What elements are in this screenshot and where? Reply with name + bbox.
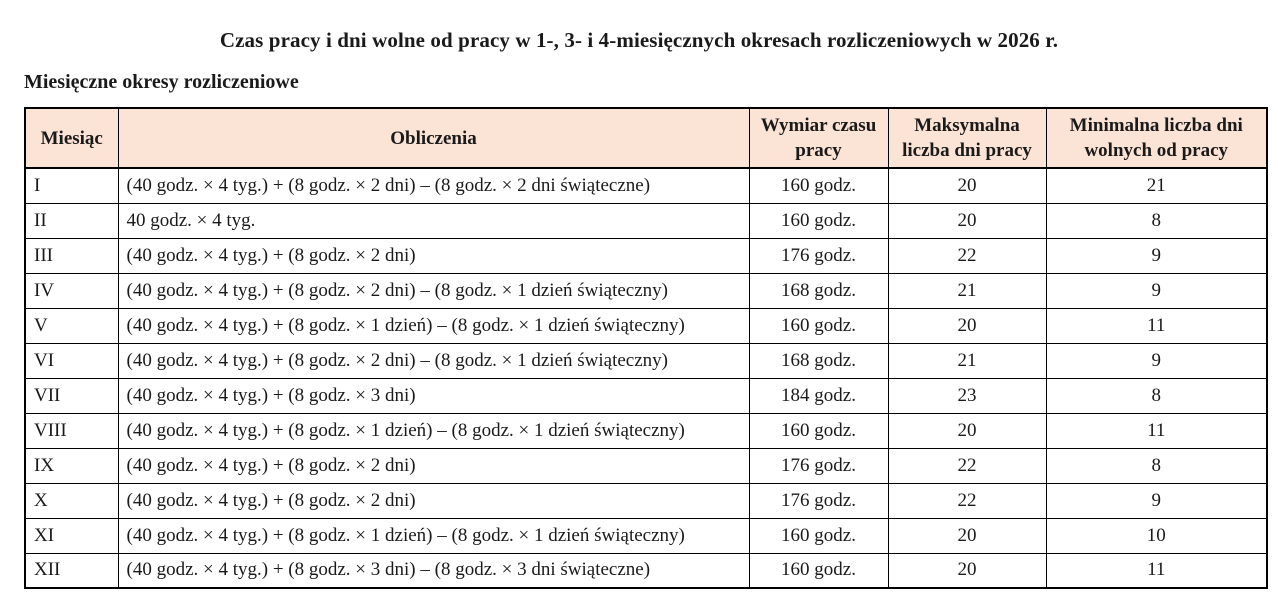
cell-max-work-days: 22 [887,482,1047,519]
cell-working-time: 184 godz. [748,377,889,414]
table-row: V (40 godz. × 4 tyg.) + (8 godz. × 1 dzi… [24,307,1268,344]
cell-max-work-days: 23 [887,377,1047,414]
cell-max-work-days: 20 [887,167,1047,204]
cell-month: VI [24,342,119,379]
cell-min-free-days: 8 [1045,447,1268,484]
cell-working-time: 176 godz. [748,237,889,274]
table-header-row: Miesiąc Obliczenia Wymiar czasu pracy Ma… [24,107,1268,170]
cell-calculation: 40 godz. × 4 tyg. [117,202,750,239]
cell-min-free-days: 21 [1045,167,1268,204]
cell-max-work-days: 20 [887,202,1047,239]
cell-min-free-days: 11 [1045,412,1268,449]
cell-working-time: 160 godz. [748,517,889,554]
column-header-max-work-days: Maksymalna liczba dni pracy [887,107,1047,170]
monthly-periods-table: Miesiąc Obliczenia Wymiar czasu pracy Ma… [24,107,1268,590]
cell-month: XII [24,552,119,589]
cell-working-time: 176 godz. [748,447,889,484]
cell-min-free-days: 11 [1045,552,1268,589]
column-header-min-free-days: Minimalna liczba dni wolnych od pracy [1045,107,1268,170]
table-row: III (40 godz. × 4 tyg.) + (8 godz. × 2 d… [24,237,1268,274]
table-row: II 40 godz. × 4 tyg. 160 godz. 20 8 [24,202,1268,239]
column-header-working-time: Wymiar czasu pracy [748,107,889,170]
cell-month: I [24,167,119,204]
cell-calculation: (40 godz. × 4 tyg.) + (8 godz. × 1 dzień… [117,307,750,344]
cell-month: X [24,482,119,519]
cell-min-free-days: 10 [1045,517,1268,554]
cell-month: XI [24,517,119,554]
table-row: IV (40 godz. × 4 tyg.) + (8 godz. × 2 dn… [24,272,1268,309]
cell-calculation: (40 godz. × 4 tyg.) + (8 godz. × 2 dni) … [117,167,750,204]
cell-max-work-days: 21 [887,272,1047,309]
section-heading: Miesięczne okresy rozliczeniowe [24,71,299,93]
cell-min-free-days: 9 [1045,237,1268,274]
cell-calculation: (40 godz. × 4 tyg.) + (8 godz. × 2 dni) [117,482,750,519]
cell-working-time: 160 godz. [748,552,889,589]
cell-working-time: 160 godz. [748,307,889,344]
cell-max-work-days: 20 [887,412,1047,449]
page-title: Czas pracy i dni wolne od pracy w 1-, 3-… [219,28,1059,52]
cell-working-time: 168 godz. [748,342,889,379]
column-header-month: Miesiąc [24,107,119,170]
cell-month: IX [24,447,119,484]
cell-calculation: (40 godz. × 4 tyg.) + (8 godz. × 2 dni) [117,237,750,274]
cell-calculation: (40 godz. × 4 tyg.) + (8 godz. × 2 dni) … [117,272,750,309]
table-header: Miesiąc Obliczenia Wymiar czasu pracy Ma… [24,107,1268,170]
cell-calculation: (40 godz. × 4 tyg.) + (8 godz. × 3 dni) … [117,552,750,589]
cell-max-work-days: 22 [887,237,1047,274]
cell-working-time: 160 godz. [748,202,889,239]
table-row: X (40 godz. × 4 tyg.) + (8 godz. × 2 dni… [24,482,1268,519]
cell-calculation: (40 godz. × 4 tyg.) + (8 godz. × 2 dni) [117,447,750,484]
cell-working-time: 176 godz. [748,482,889,519]
cell-min-free-days: 9 [1045,342,1268,379]
cell-min-free-days: 8 [1045,202,1268,239]
table-row: XI (40 godz. × 4 tyg.) + (8 godz. × 1 dz… [24,517,1268,554]
cell-month: II [24,202,119,239]
cell-calculation: (40 godz. × 4 tyg.) + (8 godz. × 1 dzień… [117,517,750,554]
table-row: IX (40 godz. × 4 tyg.) + (8 godz. × 2 dn… [24,447,1268,484]
cell-min-free-days: 11 [1045,307,1268,344]
cell-max-work-days: 20 [887,517,1047,554]
table-row: VI (40 godz. × 4 tyg.) + (8 godz. × 2 dn… [24,342,1268,379]
cell-working-time: 168 godz. [748,272,889,309]
cell-working-time: 160 godz. [748,167,889,204]
cell-min-free-days: 9 [1045,482,1268,519]
cell-max-work-days: 20 [887,552,1047,589]
cell-calculation: (40 godz. × 4 tyg.) + (8 godz. × 1 dzień… [117,412,750,449]
cell-min-free-days: 8 [1045,377,1268,414]
column-header-calculations: Obliczenia [117,107,750,170]
cell-calculation: (40 godz. × 4 tyg.) + (8 godz. × 2 dni) … [117,342,750,379]
cell-max-work-days: 22 [887,447,1047,484]
cell-month: VIII [24,412,119,449]
cell-month: VII [24,377,119,414]
cell-min-free-days: 9 [1045,272,1268,309]
cell-working-time: 160 godz. [748,412,889,449]
table-row: I (40 godz. × 4 tyg.) + (8 godz. × 2 dni… [24,167,1268,204]
table-row: XII (40 godz. × 4 tyg.) + (8 godz. × 3 d… [24,552,1268,589]
table-row: VII (40 godz. × 4 tyg.) + (8 godz. × 3 d… [24,377,1268,414]
cell-month: V [24,307,119,344]
cell-calculation: (40 godz. × 4 tyg.) + (8 godz. × 3 dni) [117,377,750,414]
cell-max-work-days: 20 [887,307,1047,344]
cell-month: IV [24,272,119,309]
cell-max-work-days: 21 [887,342,1047,379]
cell-month: III [24,237,119,274]
table-body: I (40 godz. × 4 tyg.) + (8 godz. × 2 dni… [24,167,1268,589]
table-row: VIII (40 godz. × 4 tyg.) + (8 godz. × 1 … [24,412,1268,449]
